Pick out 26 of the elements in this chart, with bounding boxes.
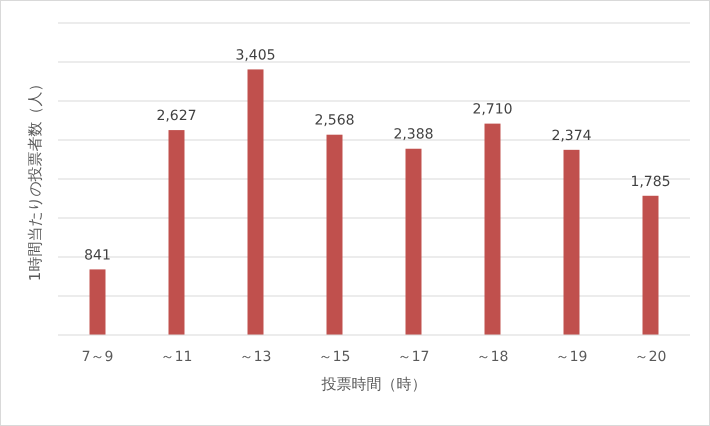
x-axis-title: 投票時間（時） — [320, 375, 426, 393]
bar — [168, 130, 184, 335]
x-tick-label: ～18 — [476, 349, 508, 365]
x-tick-label: ～13 — [240, 349, 272, 365]
bar — [564, 150, 580, 335]
x-tick-label: ～11 — [160, 349, 192, 365]
bar — [326, 134, 342, 335]
x-tick-label: ～19 — [556, 349, 588, 365]
data-label: 2,710 — [472, 102, 513, 118]
data-label: 2,568 — [314, 112, 355, 129]
bar — [248, 69, 264, 335]
data-label: 3,405 — [235, 47, 276, 64]
bar — [484, 124, 500, 335]
data-label: 1,785 — [630, 174, 671, 190]
x-tick-label: ～20 — [634, 349, 666, 365]
bar — [642, 196, 658, 335]
x-tick-label: 7～9 — [82, 349, 114, 365]
bar — [406, 148, 422, 335]
data-label: 841 — [84, 247, 111, 264]
data-label: 2,627 — [156, 108, 197, 124]
data-label: 2,388 — [393, 126, 434, 143]
bar — [90, 269, 106, 335]
x-tick-label: ～15 — [318, 349, 350, 365]
data-label: 2,374 — [551, 128, 592, 144]
y-axis-title: 1時間当たりの投票者数（人） — [26, 76, 44, 282]
x-tick-label: ～17 — [398, 349, 430, 365]
